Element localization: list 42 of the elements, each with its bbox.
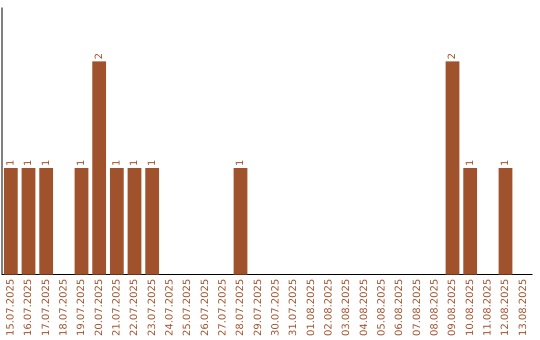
data-label: 1 [500,160,512,166]
x-tick-label: 15.07.2025 [5,278,16,336]
x-tick-label: 30.07.2025 [270,278,282,336]
x-tick-label: 28.07.2025 [235,278,246,336]
data-label: 1 [40,160,52,166]
x-tick-label: 16.07.2025 [23,278,34,336]
x-tick-label: 19.07.2025 [76,278,88,336]
data-label: 1 [23,160,34,166]
x-tick-label: 01.08.2025 [306,278,317,336]
data-label: 1 [235,160,246,166]
data-label: 1 [146,160,158,166]
data-label: 2 [94,52,105,60]
x-tick-label: 25.07.2025 [182,278,194,336]
x-tick-label: 31.07.2025 [288,278,300,336]
x-tick-label: 07.08.2025 [412,278,423,336]
data-label: 2 [447,52,458,60]
x-tick-label: 21.07.2025 [111,278,122,336]
data-label: 1 [76,160,88,166]
data-label: 1 [464,160,476,166]
data-label: 1 [129,160,140,166]
x-tick-label: 20.07.2025 [94,278,105,336]
x-tick-label: 02.08.2025 [323,278,334,336]
x-tick-label: 18.07.2025 [58,278,70,336]
x-tick-label: 05.08.2025 [376,278,388,336]
x-tick-label: 08.08.2025 [429,278,440,336]
x-tick-label: 24.07.2025 [164,278,176,336]
x-tick-label: 29.07.2025 [252,278,264,336]
x-tick-label: 27.07.2025 [217,278,228,336]
data-label: 1 [5,160,16,166]
x-tick-label: 04.08.2025 [358,278,370,336]
x-tick-label: 06.08.2025 [394,278,406,336]
x-tick-label: 09.08.2025 [447,278,458,336]
x-tick-label: 13.08.2025 [518,278,529,336]
x-tick-label: 22.07.2025 [129,278,140,336]
x-tick-label: 26.07.2025 [200,278,211,336]
x-tick-label: 10.08.2025 [464,278,476,336]
x-tick-label: 17.07.2025 [40,278,52,336]
x-tick-label: 03.08.2025 [341,278,352,336]
x-tick-label: 12.08.2025 [500,278,512,336]
x-tick-label: 23.07.2025 [146,278,158,336]
x-tick-label: 11.08.2025 [482,278,494,336]
data-label: 1 [111,160,122,166]
